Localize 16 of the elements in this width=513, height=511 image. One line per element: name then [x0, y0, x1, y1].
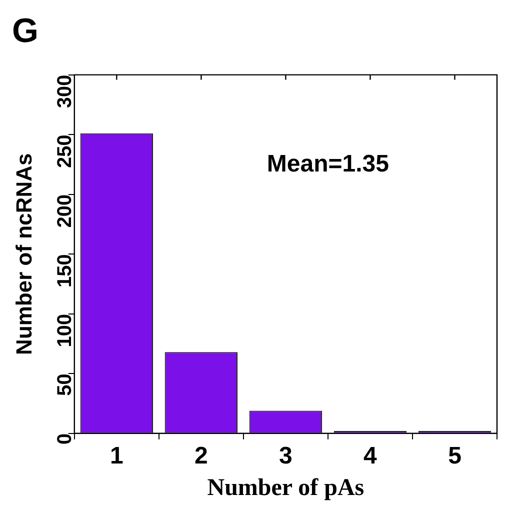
- x-tick-label: 2: [194, 442, 208, 470]
- y-tick-label: 0: [54, 433, 76, 445]
- x-tick-label: 5: [448, 442, 462, 470]
- x-axis-title: Number of pAs: [207, 474, 364, 501]
- x-tick-label: 4: [364, 442, 378, 470]
- chart-title: G: [12, 12, 38, 50]
- y-axis-title: Number of ncRNAs: [11, 153, 36, 355]
- y-tick-label: 200: [54, 194, 76, 228]
- y-tick-label: 150: [54, 254, 76, 288]
- y-tick-label: 50: [54, 374, 76, 396]
- y-tick-label: 100: [54, 314, 76, 348]
- x-tick-label: 1: [110, 442, 124, 470]
- y-tick-label: 300: [54, 74, 76, 108]
- y-tick-label: 250: [54, 134, 76, 168]
- annotation: Mean=1.35: [266, 150, 389, 178]
- x-tick-label: 3: [279, 442, 292, 470]
